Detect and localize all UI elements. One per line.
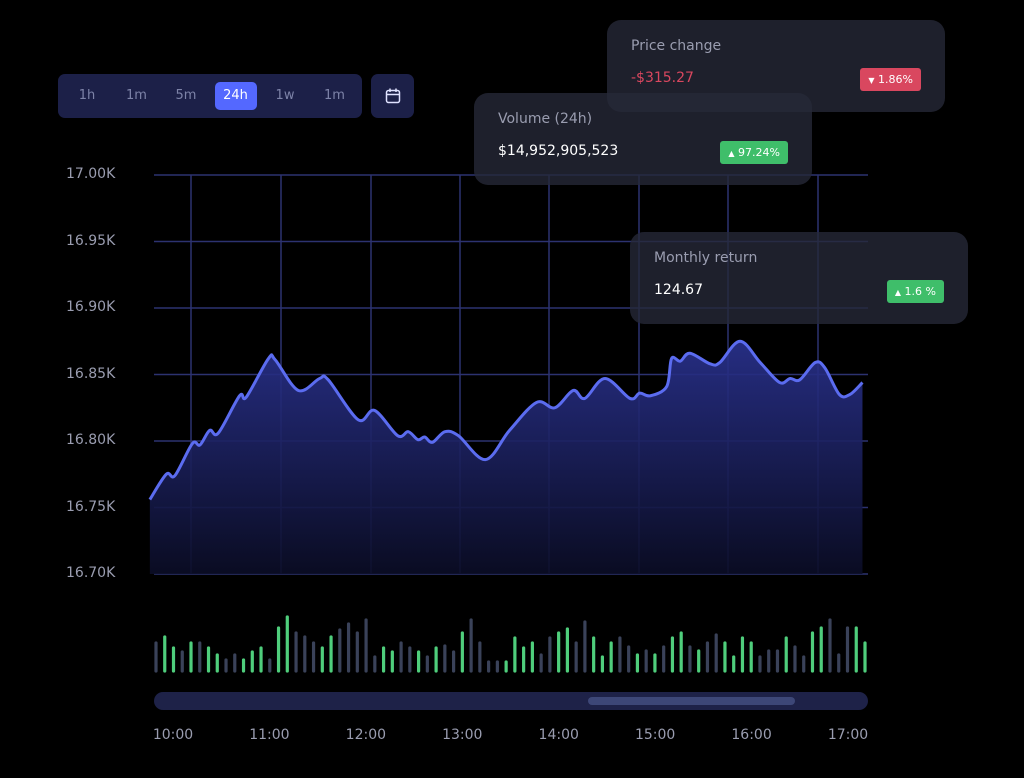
card-title: Monthly return	[654, 250, 758, 266]
x-tick-label: 12:00	[345, 727, 387, 743]
price-change-card: Price change -$315.27 ▼ 1.86%	[607, 20, 945, 112]
timeframe-5m-button[interactable]: 5m	[175, 88, 197, 103]
price-line	[148, 339, 864, 501]
change-badge: ▲ 97.24%	[720, 141, 788, 164]
monthly-return-card: Monthly return 124.67 ▲ 1.6 %	[630, 232, 968, 324]
timeframe-selector: 1h 1m 5m 24h 1w 1m	[58, 74, 362, 118]
x-tick-label: 13:00	[442, 727, 483, 743]
card-value: $14,952,905,523	[498, 143, 619, 159]
x-tick-label: 14:00	[538, 727, 579, 743]
x-tick-label: 17:00	[827, 727, 869, 743]
caret-down-icon: ▼	[868, 76, 875, 85]
x-tick-label: 11:00	[249, 727, 290, 743]
badge-text: 1.6 %	[904, 285, 936, 298]
y-tick-label: 17.00K	[66, 166, 116, 182]
x-tick-label: 15:00	[634, 727, 676, 743]
card-value: -$315.27	[631, 70, 694, 86]
y-tick-label: 16.90K	[66, 299, 116, 315]
change-badge: ▼ 1.86%	[860, 68, 921, 91]
price-area	[149, 341, 863, 574]
y-tick-label: 16.75K	[66, 498, 116, 515]
caret-up-icon: ▲	[728, 149, 735, 158]
caret-up-icon: ▲	[894, 288, 902, 297]
y-tick-label: 16.80K	[66, 432, 116, 448]
calendar-icon	[385, 88, 400, 104]
timeframe-1w-button[interactable]: 1w	[275, 88, 295, 103]
timeframe-1m-button[interactable]: 1m	[324, 88, 345, 103]
card-value: 124.67	[654, 282, 703, 298]
card-title: Volume (24h)	[498, 111, 593, 127]
timeframe-1m-button[interactable]: 1m	[126, 88, 147, 103]
timeframe-24h-button[interactable]: 24h	[214, 82, 257, 110]
y-tick-label: 16.95K	[66, 232, 116, 249]
scrollbar-thumb[interactable]	[588, 697, 796, 705]
change-badge: ▲ 1.6 %	[886, 280, 944, 303]
x-tick-label: 16:00	[731, 727, 772, 743]
calendar-button[interactable]	[371, 74, 414, 118]
chart-scrollbar[interactable]	[154, 692, 868, 710]
x-tick-label: 10:00	[152, 727, 194, 743]
timeframe-1h-button[interactable]: 1h	[78, 88, 96, 103]
y-tick-label: 16.70K	[66, 565, 116, 581]
volume-card: Volume (24h) $14,952,905,523 ▲ 97.24%	[474, 93, 812, 185]
card-title: Price change	[631, 38, 722, 54]
badge-text: 97.24%	[738, 146, 780, 159]
badge-text: 1.86%	[878, 73, 913, 86]
y-tick-label: 16.85K	[66, 365, 116, 382]
